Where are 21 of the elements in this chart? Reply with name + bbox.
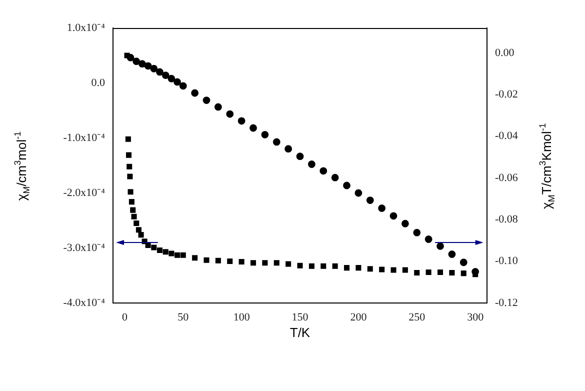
y2-tick-label: 0.00 [495,46,515,59]
y-tick-label: -3.0x10⁻⁴ [63,242,106,254]
y2-tick-label: -0.08 [495,214,518,226]
x-tick-label: 0 [122,311,128,324]
x-axis-title: T/K [290,325,310,340]
y2-tick-label: -0.04 [495,130,518,142]
y-tick-label: -2.0x10⁻⁴ [63,186,106,199]
y2-tick-label: -0.06 [495,172,518,184]
y-tick-label: 0.0 [91,76,106,89]
x-tick-label: 300 [467,311,484,324]
y2-tick-label: -0.12 [495,296,518,309]
y2-tick-label: -0.10 [495,255,518,268]
x-tick-label: 200 [350,311,368,324]
y-tick-label: 1.0x10⁻⁴ [66,22,106,34]
x-tick-label: 50 [178,311,190,324]
y-tick-label: -4.0x10⁻⁴ [63,296,106,309]
y-tick-label: -1.0x10⁻⁴ [63,132,106,144]
x-tick-label: 100 [233,311,250,324]
x-tick-label: 250 [408,311,426,324]
y2-tick-label: -0.02 [495,88,518,101]
x-tick-label: 150 [292,311,309,324]
